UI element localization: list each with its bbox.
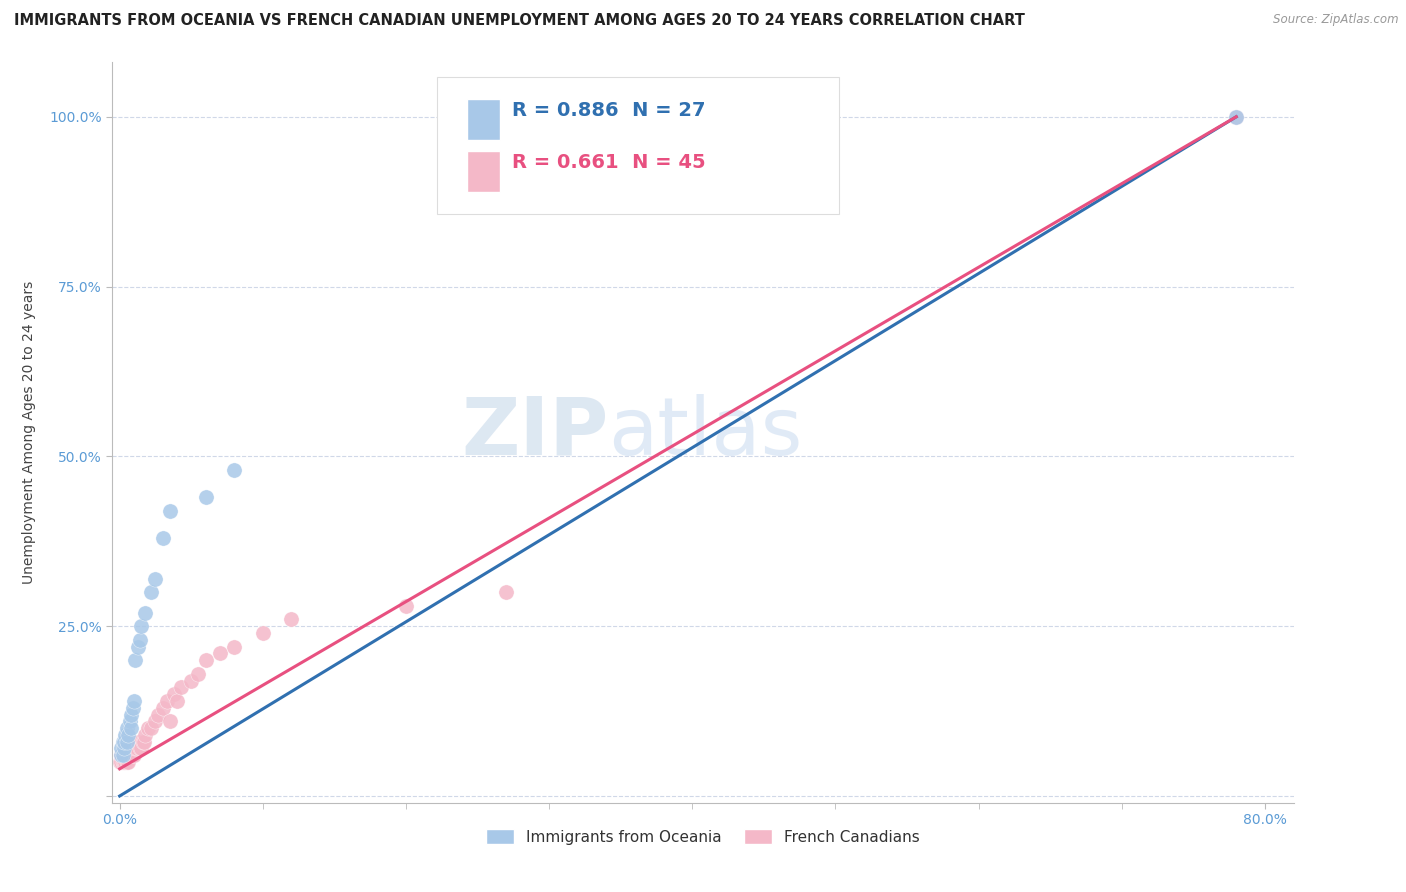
Point: [127, 640, 149, 654]
Text: R = 0.661  N = 45: R = 0.661 N = 45: [512, 153, 706, 172]
Point: [115, 734, 138, 748]
Point: [224, 463, 246, 477]
Legend: Immigrants from Oceania, French Canadians: Immigrants from Oceania, French Canadian…: [479, 822, 927, 851]
Point: [208, 646, 231, 660]
Point: [156, 694, 179, 708]
Point: [111, 748, 134, 763]
Text: atlas: atlas: [609, 393, 803, 472]
Point: [1225, 110, 1247, 124]
Text: ZIP: ZIP: [461, 393, 609, 472]
Point: [152, 700, 174, 714]
Point: [110, 748, 132, 763]
Point: [134, 728, 156, 742]
Point: [124, 741, 146, 756]
Point: [120, 707, 142, 722]
Point: [124, 653, 146, 667]
Point: [224, 640, 246, 654]
Point: [129, 741, 152, 756]
Text: Source: ZipAtlas.com: Source: ZipAtlas.com: [1274, 13, 1399, 27]
Point: [118, 741, 141, 756]
FancyBboxPatch shape: [437, 78, 839, 214]
Point: [187, 666, 209, 681]
Y-axis label: Unemployment Among Ages 20 to 24 years: Unemployment Among Ages 20 to 24 years: [21, 281, 35, 584]
Point: [120, 748, 142, 763]
Point: [114, 741, 136, 756]
Point: [159, 504, 181, 518]
Point: [112, 734, 135, 748]
Point: [139, 721, 162, 735]
Point: [170, 681, 193, 695]
Point: [163, 687, 186, 701]
Point: [166, 694, 188, 708]
Point: [112, 755, 135, 769]
Point: [111, 755, 134, 769]
Point: [395, 599, 418, 613]
Point: [194, 490, 217, 504]
Point: [122, 694, 145, 708]
Point: [128, 741, 150, 756]
Point: [111, 748, 134, 763]
Point: [125, 741, 148, 756]
Point: [118, 748, 141, 763]
Point: [117, 728, 139, 742]
Point: [129, 619, 152, 633]
Point: [118, 714, 141, 729]
Point: [114, 755, 136, 769]
Point: [115, 748, 138, 763]
Point: [112, 748, 135, 763]
Point: [134, 606, 156, 620]
Point: [114, 728, 136, 742]
Point: [152, 531, 174, 545]
Point: [252, 626, 274, 640]
Point: [122, 748, 145, 763]
Point: [145, 572, 167, 586]
Point: [117, 755, 139, 769]
Point: [127, 734, 149, 748]
Point: [148, 707, 170, 722]
Point: [115, 755, 138, 769]
Point: [111, 734, 134, 748]
Point: [132, 734, 155, 748]
Point: [110, 741, 132, 756]
Point: [145, 714, 167, 729]
Point: [495, 585, 517, 599]
Point: [121, 700, 143, 714]
Point: [139, 585, 162, 599]
Point: [159, 714, 181, 729]
Point: [110, 748, 132, 763]
Text: R = 0.886  N = 27: R = 0.886 N = 27: [512, 101, 706, 120]
Point: [110, 755, 132, 769]
Point: [128, 632, 150, 647]
Point: [136, 721, 159, 735]
Point: [121, 748, 143, 763]
Text: IMMIGRANTS FROM OCEANIA VS FRENCH CANADIAN UNEMPLOYMENT AMONG AGES 20 TO 24 YEAR: IMMIGRANTS FROM OCEANIA VS FRENCH CANADI…: [14, 13, 1025, 29]
Point: [110, 755, 132, 769]
Point: [194, 653, 217, 667]
Point: [1225, 110, 1247, 124]
Point: [180, 673, 202, 688]
FancyBboxPatch shape: [467, 152, 501, 192]
Point: [112, 741, 135, 756]
Point: [280, 612, 302, 626]
Point: [115, 721, 138, 735]
FancyBboxPatch shape: [467, 99, 501, 140]
Point: [131, 734, 153, 748]
Point: [120, 721, 142, 735]
